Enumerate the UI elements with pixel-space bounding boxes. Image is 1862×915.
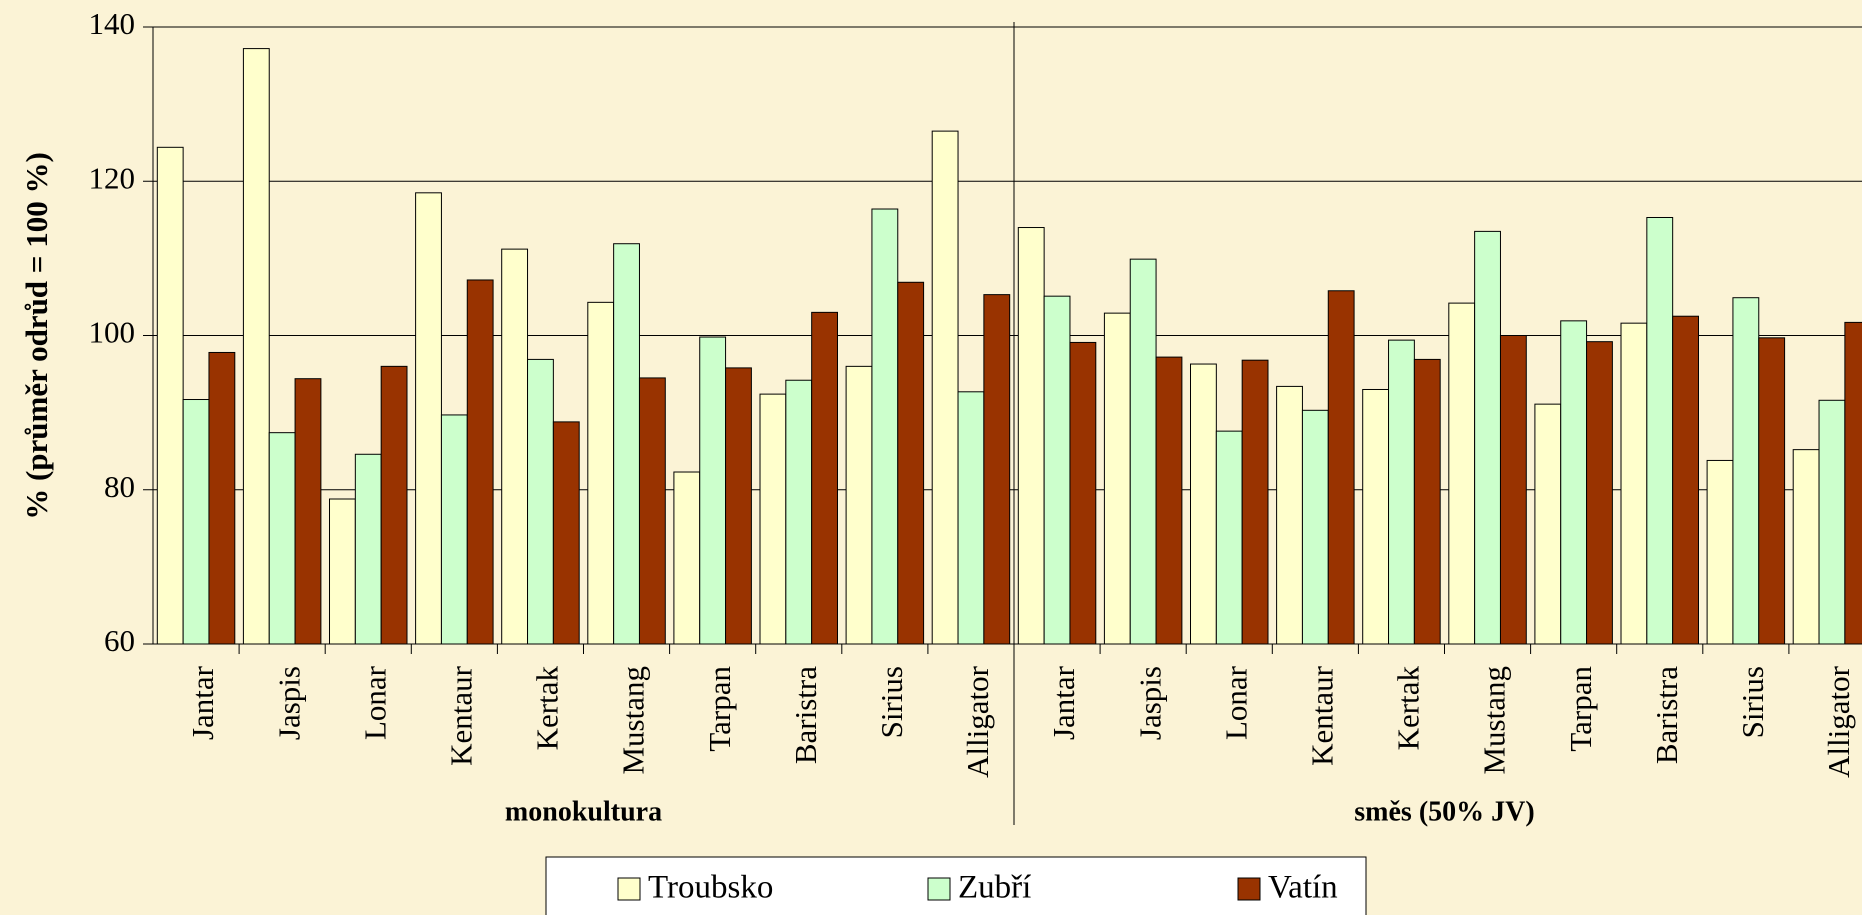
bar [1706, 459, 1734, 645]
bar [1155, 356, 1183, 645]
x-tick-label: Mustang [1477, 666, 1512, 775]
bar [1844, 321, 1862, 645]
bar [552, 421, 580, 645]
bar [699, 336, 727, 645]
bar [1560, 320, 1588, 645]
bar [1129, 258, 1157, 645]
bar [871, 208, 899, 645]
bar [759, 393, 787, 645]
y-tick-label: 140 [89, 6, 136, 41]
x-tick-label: Lonar [357, 665, 392, 740]
y-tick-label: 80 [104, 469, 135, 504]
x-tick-label: Sirius [1735, 666, 1770, 738]
bar [1301, 409, 1329, 645]
x-tick-label: Sirius [874, 666, 909, 738]
y-tick-label: 60 [104, 623, 135, 658]
legend-label: Zubří [958, 870, 1031, 906]
bar [673, 471, 701, 645]
bar [380, 365, 408, 645]
x-tick-label: Baristra [788, 666, 823, 764]
bar [440, 414, 468, 645]
bar [1276, 385, 1303, 645]
x-tick-label: Baristra [1649, 666, 1684, 764]
bar [1388, 339, 1415, 645]
bar [1732, 297, 1760, 645]
group-label: směs (50% JV) [1354, 796, 1534, 827]
bar [527, 358, 554, 645]
bar [587, 301, 615, 645]
bar [1103, 312, 1131, 645]
bar [329, 498, 356, 645]
y-tick-label: 100 [89, 315, 136, 350]
x-tick-label: Alligator [960, 665, 995, 778]
bar [1672, 315, 1699, 645]
legend-swatch [1237, 877, 1261, 901]
bar [1620, 322, 1648, 645]
legend-swatch [927, 877, 951, 901]
bar [613, 243, 640, 645]
x-tick-label: Tarpan [1563, 666, 1598, 752]
bar [811, 311, 838, 645]
x-tick-label: Jaspis [271, 666, 306, 740]
x-tick-label: Jantar [1046, 665, 1081, 740]
bar [242, 48, 270, 645]
x-tick-label: Kentaur [443, 665, 478, 766]
bar [1362, 388, 1390, 645]
bar [1448, 302, 1476, 645]
bar [1586, 341, 1613, 645]
bar [1758, 337, 1786, 645]
bar [725, 367, 752, 645]
group-label: monokultura [505, 796, 662, 827]
bar [845, 365, 873, 645]
bar [1241, 359, 1269, 645]
x-tick-label: Mustang [616, 666, 651, 775]
bar [1474, 230, 1501, 645]
bar [1017, 227, 1045, 645]
bar [208, 351, 236, 645]
legend-label: Vatín [1268, 870, 1338, 906]
legend-box [545, 856, 1367, 915]
bar [1792, 449, 1820, 645]
bar [785, 379, 813, 645]
bar [1190, 363, 1217, 645]
x-tick-label: Alligator [1821, 665, 1856, 778]
bar [1818, 399, 1846, 645]
bar [1215, 430, 1243, 645]
bar [354, 453, 382, 645]
bar [501, 248, 529, 645]
bar [466, 279, 494, 645]
bar [957, 391, 985, 645]
x-tick-label: Lonar [1218, 665, 1253, 740]
bar [1069, 341, 1097, 645]
bar [1646, 216, 1674, 645]
x-tick-label: Kertak [1391, 666, 1426, 751]
bar [182, 399, 210, 645]
x-tick-label: Kertak [530, 666, 565, 751]
bar [1327, 290, 1355, 645]
bar [156, 146, 184, 645]
bar [294, 378, 322, 645]
bar [415, 192, 442, 645]
bar [268, 432, 296, 645]
bar [1499, 335, 1527, 645]
x-tick-label: Kentaur [1304, 665, 1339, 766]
legend-swatch [617, 877, 641, 901]
bar [1534, 403, 1562, 645]
x-tick-label: Jaspis [1132, 666, 1167, 740]
legend-label: Troubsko [648, 870, 773, 906]
bar [983, 294, 1011, 645]
bar [1413, 358, 1441, 645]
bar [638, 377, 666, 645]
x-tick-label: Tarpan [702, 666, 737, 752]
y-tick-label: 120 [89, 160, 136, 195]
bar [897, 281, 925, 645]
bar [931, 130, 959, 645]
y-axis-title: % (průměr odrůd = 100 %) [19, 152, 54, 520]
bar [1043, 295, 1071, 645]
x-tick-label: Jantar [185, 665, 220, 740]
